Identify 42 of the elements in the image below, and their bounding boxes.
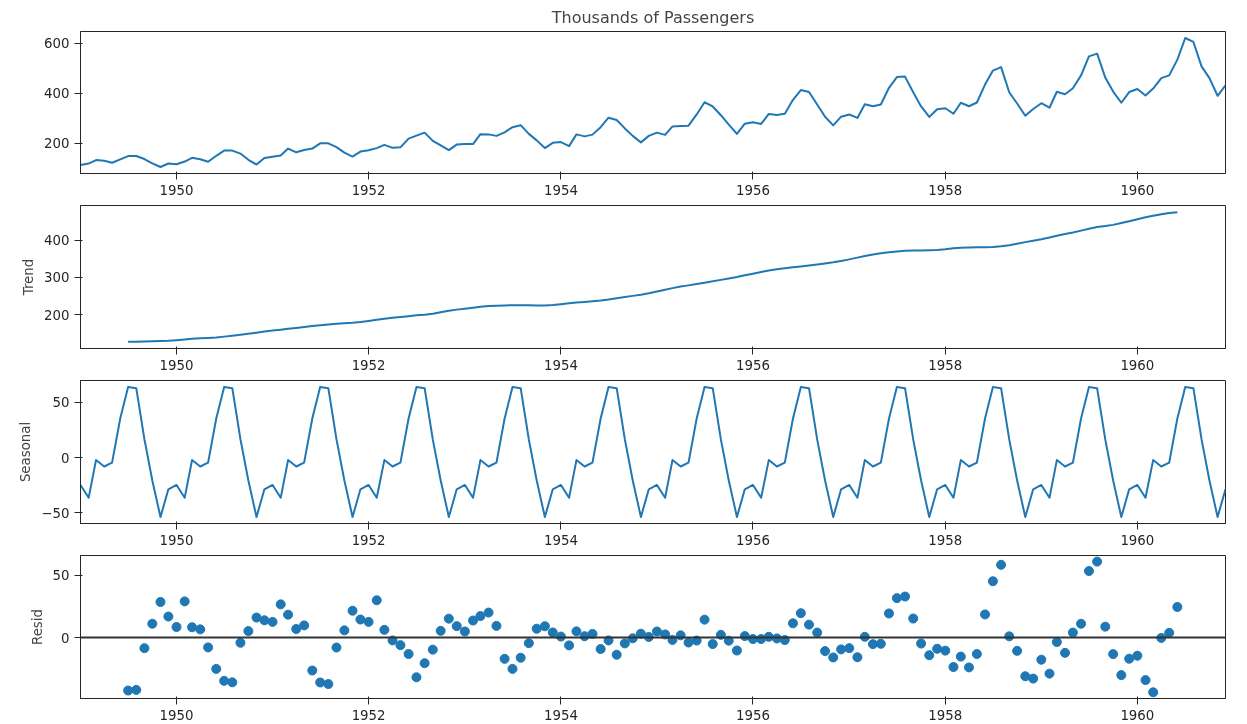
x-tick-label: 1954 xyxy=(543,532,578,548)
x-tick-label: 1958 xyxy=(928,182,963,198)
x-tick-label: 1950 xyxy=(159,532,194,548)
x-tick-label: 1960 xyxy=(1120,532,1155,548)
x-tick-label: 1958 xyxy=(928,707,963,723)
x-tick-label: 1952 xyxy=(351,532,386,548)
x-tick-label: 1954 xyxy=(543,182,578,198)
y-axis-title: Resid xyxy=(29,609,45,645)
x-tick-label: 1952 xyxy=(351,707,386,723)
y-tick-label: 200 xyxy=(44,136,70,152)
line-series xyxy=(127,211,1179,343)
x-tick-label: 1950 xyxy=(159,707,194,723)
x-tick-label: 1958 xyxy=(928,357,963,373)
x-tick-label: 1956 xyxy=(736,182,770,198)
x-tick-label: 1956 xyxy=(736,707,770,723)
line-series xyxy=(80,36,1226,169)
x-tick-label: 1952 xyxy=(351,357,386,373)
x-tick-label: 1958 xyxy=(928,532,963,548)
y-tick-label: 300 xyxy=(44,270,70,286)
x-tick-label: 1954 xyxy=(543,357,578,373)
x-tick-label: 1956 xyxy=(736,532,770,548)
y-tick-label: 0 xyxy=(61,630,70,646)
y-tick-label: 0 xyxy=(61,450,70,466)
y-tick-label: −50 xyxy=(41,505,70,521)
y-tick-label: 200 xyxy=(44,307,70,323)
x-tick-label: 1960 xyxy=(1120,182,1155,198)
y-axis-title: Trend xyxy=(21,258,37,297)
x-tick-label: 1960 xyxy=(1120,707,1155,723)
x-tick-label: 1960 xyxy=(1120,357,1155,373)
x-tick-label: 1954 xyxy=(543,707,578,723)
y-tick-label: 50 xyxy=(52,568,70,584)
x-tick-label: 1950 xyxy=(159,357,194,373)
x-tick-label: 1952 xyxy=(351,182,386,198)
x-tick-label: 1956 xyxy=(736,357,770,373)
y-axis-title: Seasonal xyxy=(18,421,34,483)
line-series xyxy=(80,386,1226,518)
chart-title: Thousands of Passengers xyxy=(550,7,755,27)
x-tick-label: 1950 xyxy=(159,182,194,198)
y-tick-label: 400 xyxy=(44,233,70,249)
y-tick-label: 600 xyxy=(44,36,70,52)
y-tick-label: 400 xyxy=(44,86,70,102)
y-tick-label: 50 xyxy=(52,395,70,411)
